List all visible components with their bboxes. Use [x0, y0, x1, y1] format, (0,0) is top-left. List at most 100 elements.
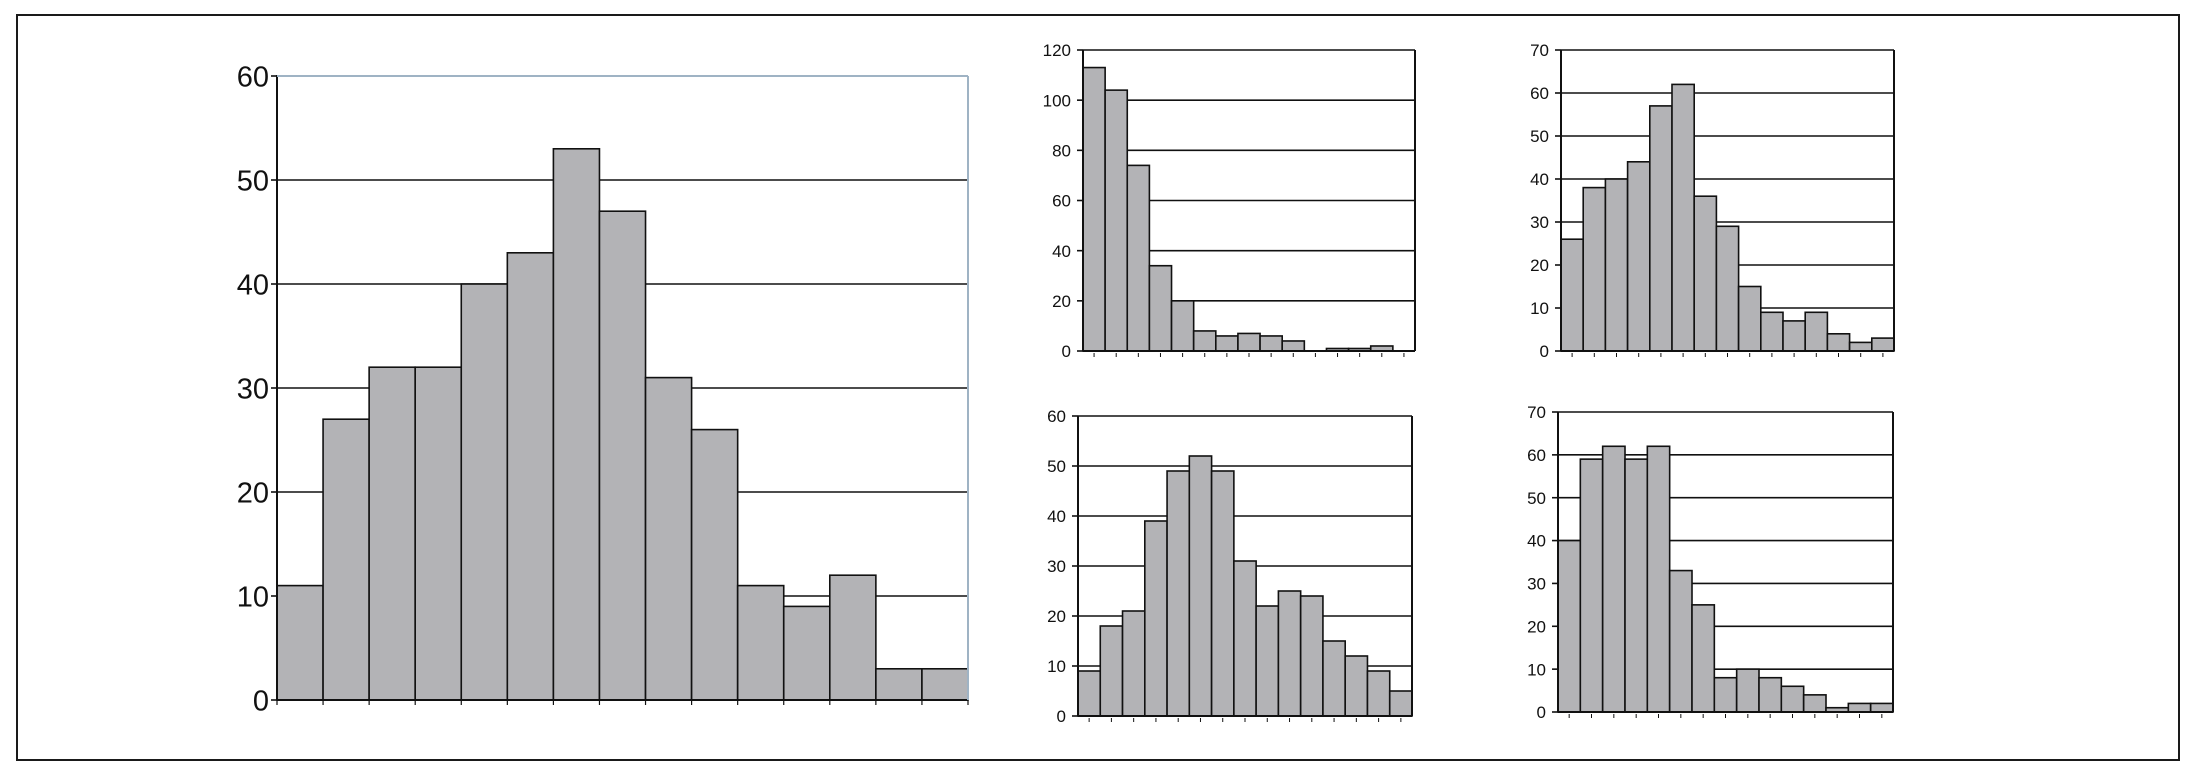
- bar: [598, 210, 647, 701]
- bar: [1166, 470, 1191, 717]
- y-tick-label: 30: [1527, 575, 1546, 594]
- y-tick-label: 0: [253, 685, 269, 717]
- bar: [1366, 670, 1391, 717]
- bar: [736, 584, 785, 701]
- y-tick-label: 80: [1052, 141, 1071, 160]
- y-tick-label: 70: [1530, 41, 1549, 60]
- y-tick-label: 20: [1047, 607, 1066, 626]
- bar: [1869, 702, 1894, 713]
- bar: [1626, 161, 1651, 352]
- bar: [460, 283, 509, 701]
- y-tick-label: 0: [1062, 342, 1071, 361]
- bar: [1237, 332, 1261, 352]
- bar: [828, 574, 877, 701]
- bar: [1871, 337, 1895, 352]
- chart-main: 0 10 20 30 40 50 60: [237, 61, 969, 717]
- y-tick-label: 40: [1052, 242, 1071, 261]
- bar: [1299, 595, 1324, 717]
- bar: [1148, 264, 1173, 352]
- bar: [1646, 445, 1671, 713]
- bar: [644, 376, 693, 701]
- bar: [1649, 105, 1673, 352]
- bar: [1826, 332, 1851, 352]
- y-tick-label: 10: [1527, 660, 1546, 679]
- y-tick-label: 20: [1527, 617, 1546, 636]
- y-tick-label: 60: [237, 61, 269, 93]
- y-tick-label: 0: [1540, 342, 1549, 361]
- bar: [1255, 605, 1280, 717]
- bar: [1579, 458, 1604, 713]
- bar: [1188, 455, 1213, 717]
- y-tick-label: 120: [1043, 41, 1071, 60]
- bar: [1758, 676, 1783, 713]
- bar: [875, 667, 923, 701]
- bar: [368, 366, 416, 701]
- bar: [1192, 330, 1217, 352]
- bar: [1735, 668, 1760, 713]
- y-tick-label: 0: [1057, 707, 1066, 726]
- bar: [1215, 335, 1239, 352]
- y-tick-label: 40: [1530, 170, 1549, 189]
- chart-bottom-middle: 0 10 20 30 40 50 60: [1047, 407, 1413, 726]
- y-tick-label: 20: [237, 477, 269, 509]
- y-tick-label: 70: [1527, 403, 1546, 422]
- bar: [1668, 569, 1693, 713]
- bar: [552, 148, 601, 701]
- bar: [1233, 560, 1257, 717]
- bar: [1281, 340, 1306, 352]
- y-tick-label: 100: [1043, 91, 1071, 110]
- y-tick-label: 10: [237, 581, 269, 613]
- bar: [1210, 470, 1235, 717]
- y-tick-label: 50: [1530, 127, 1549, 146]
- bar: [1277, 590, 1302, 717]
- bar: [1802, 694, 1827, 713]
- bar: [1344, 655, 1369, 717]
- y-tick-label: 60: [1047, 407, 1066, 426]
- bar: [1144, 520, 1168, 717]
- bar: [1104, 89, 1129, 352]
- bar: [322, 418, 370, 701]
- bar: [1126, 164, 1151, 352]
- bar: [921, 667, 969, 701]
- bar: [1082, 66, 1106, 352]
- y-tick-label: 30: [237, 373, 269, 405]
- bar: [1557, 539, 1582, 713]
- bar: [1780, 685, 1805, 713]
- bar: [690, 428, 739, 701]
- y-tick-label: 30: [1047, 557, 1066, 576]
- bar: [1560, 238, 1585, 352]
- bar: [1713, 676, 1738, 713]
- bar: [1760, 311, 1784, 352]
- bar: [1737, 285, 1762, 352]
- bar: [1671, 83, 1696, 352]
- y-tick-label: 40: [237, 269, 269, 301]
- bar: [1121, 610, 1146, 717]
- bar: [1848, 341, 1873, 352]
- bar: [1782, 320, 1807, 352]
- bar: [1604, 178, 1629, 352]
- bar: [1099, 625, 1124, 717]
- bar: [506, 252, 555, 701]
- y-tick-label: 40: [1527, 532, 1546, 551]
- y-tick-label: 30: [1530, 213, 1549, 232]
- chart-bottom-right: 0 10 20 30 40 50 60 70: [1527, 403, 1894, 722]
- y-tick-label: 10: [1530, 299, 1549, 318]
- y-tick-label: 50: [237, 165, 269, 197]
- bar: [1259, 335, 1283, 352]
- bar: [1693, 195, 1718, 352]
- bar: [782, 605, 831, 701]
- bar: [414, 366, 463, 701]
- bar: [276, 584, 324, 701]
- y-tick-label: 20: [1052, 292, 1071, 311]
- bar: [1077, 670, 1102, 717]
- bar: [1388, 690, 1413, 717]
- bar: [1624, 458, 1649, 713]
- y-tick-label: 50: [1527, 489, 1546, 508]
- bar: [1847, 702, 1872, 713]
- bar: [1322, 640, 1347, 717]
- bar: [1601, 445, 1626, 713]
- y-tick-label: 60: [1052, 192, 1071, 211]
- chart-top-right: 0 10 20 30 40 50 60 70: [1530, 41, 1895, 361]
- bar: [1715, 225, 1740, 352]
